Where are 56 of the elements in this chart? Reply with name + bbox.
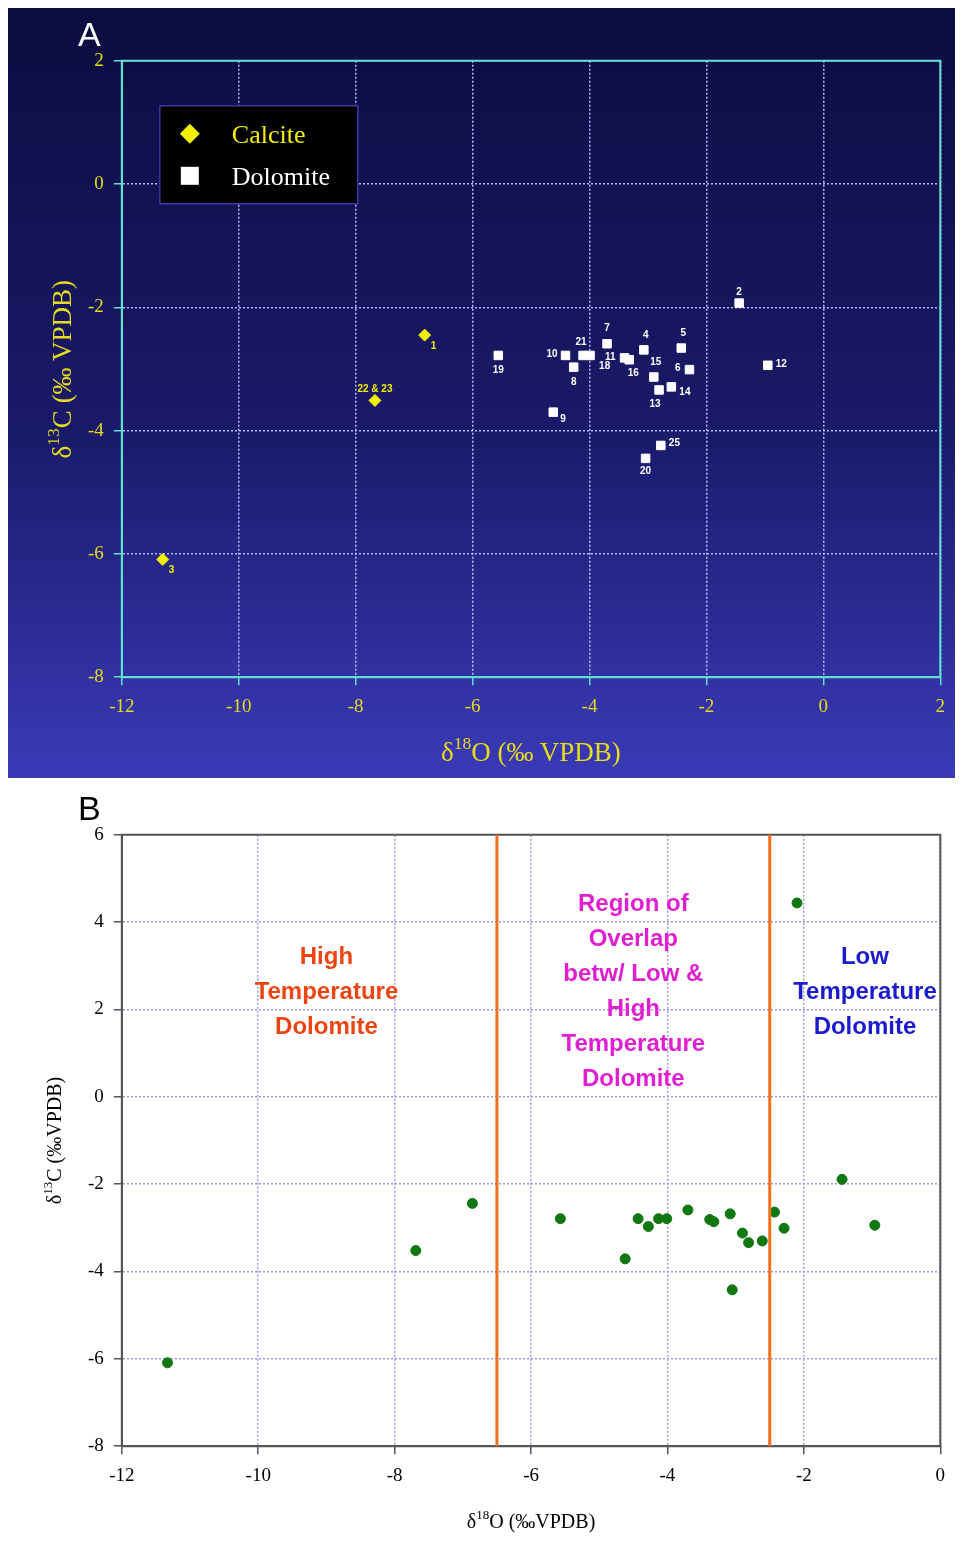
- x-tick-label: -10: [226, 694, 252, 716]
- annotation: 16: [627, 366, 640, 378]
- annotation: 4: [643, 328, 650, 340]
- annotation: 6: [674, 362, 681, 374]
- y-tick-label: -8: [88, 1434, 104, 1456]
- annotation: 21: [575, 336, 588, 348]
- annotation: 12: [775, 358, 788, 370]
- legend-label: Calcite: [231, 119, 306, 149]
- annotation: 1: [430, 339, 437, 351]
- legend-label: Dolomite: [231, 161, 331, 191]
- y-tick-label: -6: [88, 541, 104, 563]
- annotation: 8: [570, 375, 577, 387]
- x-tick-label: -6: [464, 694, 481, 716]
- x-tick-label: -10: [245, 1463, 271, 1485]
- annotation: Low Temperature Dolomite: [793, 941, 937, 1039]
- y-tick-label: 0: [94, 1084, 104, 1106]
- annotation: 2: [736, 285, 743, 297]
- x-tick-label: -4: [659, 1463, 676, 1485]
- annotation: 7: [604, 322, 611, 334]
- annotation: Region of Overlap betw/ Low & High Temperature Dolomite: [561, 889, 706, 1092]
- x-tick-label: -6: [523, 1463, 539, 1485]
- x-tick-label: 0: [935, 1463, 945, 1485]
- annotation: 11: [604, 350, 616, 362]
- y-axis-title: δ13C (‰VPDB): [40, 1076, 67, 1205]
- annotation: 25: [668, 437, 681, 449]
- y-tick-label: -4: [88, 418, 105, 440]
- annotation: High Temperature Dolomite: [254, 941, 399, 1039]
- y-tick-label: 2: [94, 997, 104, 1019]
- y-tick-label: -2: [88, 295, 104, 317]
- y-axis-title: δ13C (‰ VPDB): [43, 280, 78, 459]
- annotation: 19: [492, 364, 505, 376]
- annotation: 14: [679, 385, 691, 397]
- y-tick-label: -8: [88, 665, 104, 687]
- y-tick-label: -4: [88, 1259, 105, 1281]
- annotation: 5: [680, 326, 687, 338]
- annotation: 15: [650, 355, 662, 367]
- x-tick-label: -2: [795, 1463, 812, 1485]
- annotation: 13: [649, 397, 662, 409]
- annotation: 3: [168, 564, 175, 576]
- annotation: 10: [546, 348, 558, 360]
- x-tick-label: -2: [698, 694, 715, 716]
- y-tick-label: 0: [94, 172, 104, 194]
- annotation: 9: [560, 412, 567, 424]
- x-tick-label: -4: [581, 694, 598, 716]
- annotation: 22 & 23: [357, 383, 393, 395]
- y-tick-label: 4: [94, 910, 105, 932]
- y-tick-label: -6: [88, 1346, 104, 1368]
- y-tick-label: -2: [88, 1172, 104, 1194]
- x-tick-label: -12: [109, 694, 135, 716]
- x-tick-label: -8: [386, 1463, 403, 1485]
- annotation: 18: [599, 360, 611, 372]
- annotation: 20: [640, 465, 652, 477]
- x-tick-label: 2: [935, 694, 945, 716]
- x-tick-label: -8: [347, 694, 364, 716]
- x-tick-label: 0: [818, 694, 829, 716]
- x-tick-label: -12: [109, 1463, 135, 1485]
